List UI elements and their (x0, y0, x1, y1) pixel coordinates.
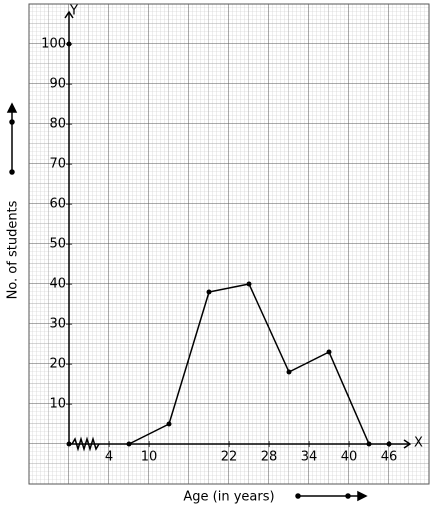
decor-arrow (6, 102, 368, 502)
x-axis-label: Age (in years) (183, 490, 274, 505)
point (326, 349, 332, 355)
y-tick-label: 80 (49, 117, 66, 132)
x-tick-label: 4 (105, 450, 113, 465)
point (366, 441, 372, 447)
point (206, 289, 212, 295)
y-tick-label: 90 (49, 77, 66, 92)
y-tick-label: 40 (49, 277, 66, 292)
point (286, 369, 292, 375)
y-tick-label: 30 (49, 317, 66, 332)
x-tick-label: 34 (301, 450, 318, 465)
origin-dot (66, 441, 72, 447)
x-tick-label: 22 (221, 450, 238, 465)
x-tick-label: 28 (261, 450, 278, 465)
y-tick-label: 100 (41, 37, 66, 52)
point (166, 421, 172, 427)
x-axis-name: X (414, 436, 423, 451)
y-axis-name: Y (69, 4, 78, 19)
x-tick-label: 40 (341, 450, 358, 465)
graph-paper (28, 3, 430, 485)
y-tick-label: 60 (49, 197, 66, 212)
y-tick-label: 70 (49, 157, 66, 172)
point (126, 441, 132, 447)
y-tick-label: 20 (49, 357, 66, 372)
y-tick-label: 10 (49, 397, 66, 412)
x-tick-label: 10 (141, 450, 158, 465)
y-tick-label: 50 (49, 237, 66, 252)
y-axis-label: No. of students (6, 200, 21, 299)
point (246, 281, 252, 287)
x-tick-label: 46 (381, 450, 398, 465)
